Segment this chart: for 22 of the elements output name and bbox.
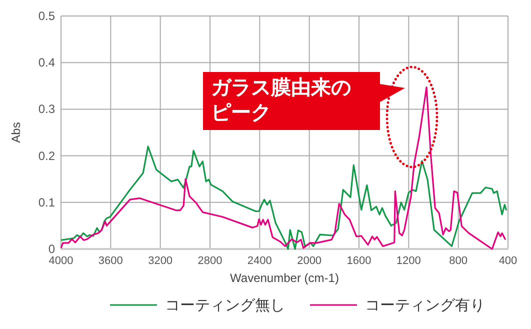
- x-tick-label: 3600: [98, 255, 123, 267]
- y-tick-label: 0: [48, 242, 56, 256]
- x-tick-label: 2000: [297, 255, 322, 267]
- x-tick-label: 3200: [148, 255, 173, 267]
- x-tick-label: 800: [449, 255, 468, 267]
- x-axis-title: Wavenumber (cm-1): [230, 271, 339, 285]
- annotation: ガラス膜由来のピーク: [211, 77, 351, 124]
- x-tick-label: 2800: [198, 255, 222, 267]
- y-tick-label: 0.3: [38, 102, 56, 116]
- y-tick-label: 0.2: [38, 148, 56, 163]
- x-tick-label: 400: [498, 255, 518, 267]
- legend-label: コーティング無し: [165, 297, 285, 314]
- y-tick-label: 0.5: [38, 9, 56, 23]
- x-tick-label: 1600: [346, 255, 372, 267]
- y-axis-title: Abs: [9, 122, 23, 143]
- y-tick-label: 0.4: [38, 56, 56, 70]
- x-tick-label: 2400: [247, 255, 272, 267]
- x-tick-label: 1200: [396, 255, 421, 267]
- legend-label: コーティング有り: [365, 297, 485, 314]
- x-tick-label: 4000: [48, 255, 74, 267]
- line-series: [60, 146, 508, 250]
- y-tick-label: 0.1: [38, 195, 56, 210]
